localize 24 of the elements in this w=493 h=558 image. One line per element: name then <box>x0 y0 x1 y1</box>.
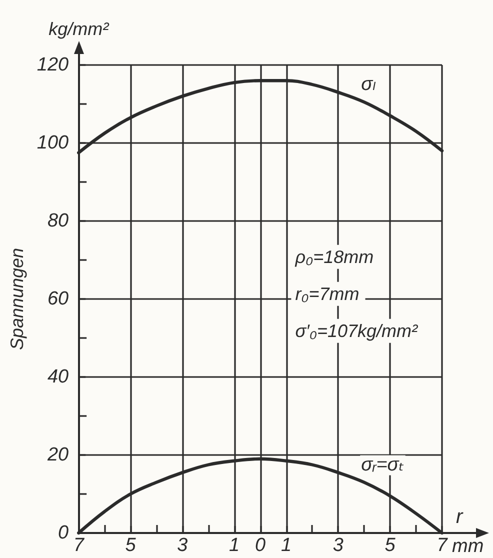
x-tick-label: 5 <box>125 535 136 556</box>
y-tick-label: 60 <box>47 288 70 310</box>
x-tick-label: 1 <box>229 535 240 556</box>
x-axis-title: r <box>456 506 464 528</box>
annotation: σ′₀=107kg/mm² <box>295 320 419 341</box>
series-label: σᵣ=σₜ <box>361 454 404 476</box>
x-tick-label: 1 <box>280 535 292 556</box>
y-tick-label: 100 <box>36 132 70 154</box>
x-tick-label: 0 <box>255 535 266 556</box>
y-axis-title: Spannungen <box>7 248 27 350</box>
x-tick-label: 7 <box>73 535 86 556</box>
annotation: ρ₀=18mm <box>294 246 374 267</box>
x-tick-label: 3 <box>332 535 344 556</box>
y-tick-label: 80 <box>47 210 70 232</box>
x-tick-label: 3 <box>177 535 188 556</box>
y-tick-label: 120 <box>36 54 70 76</box>
annotation: r₀=7mm <box>295 284 360 304</box>
y-tick-label: 20 <box>46 444 70 466</box>
text: kg/mm² <box>48 19 110 39</box>
x-tick-label: 7 <box>436 535 449 556</box>
x-tick-label: 5 <box>384 535 396 556</box>
series-label: σₗ <box>361 74 376 96</box>
text: mm <box>452 536 484 557</box>
y-tick-label: 40 <box>47 366 70 388</box>
